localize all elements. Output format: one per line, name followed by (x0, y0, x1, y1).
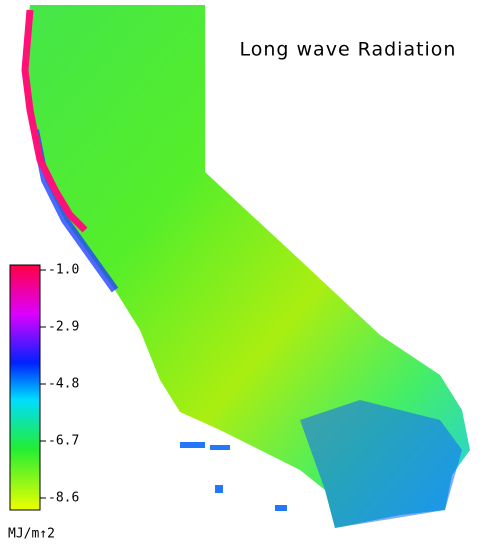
islands (180, 442, 287, 511)
map-title: Long wave Radiation (240, 39, 457, 61)
california (22, 5, 470, 528)
colorbar (9, 264, 41, 511)
colorbar-tick-label: -8.6 (48, 491, 79, 506)
colorbar-tick-label: -1.0 (48, 263, 79, 278)
colorbar-tick-label: -4.8 (48, 377, 79, 392)
colorbar-tick-label: -6.7 (48, 434, 79, 449)
colorbar-tick-label: -2.9 (48, 320, 79, 335)
colorbar-unit: MJ/m↑2 (8, 527, 55, 542)
coast-red (21, 9, 88, 233)
southeast-shade (300, 400, 462, 528)
